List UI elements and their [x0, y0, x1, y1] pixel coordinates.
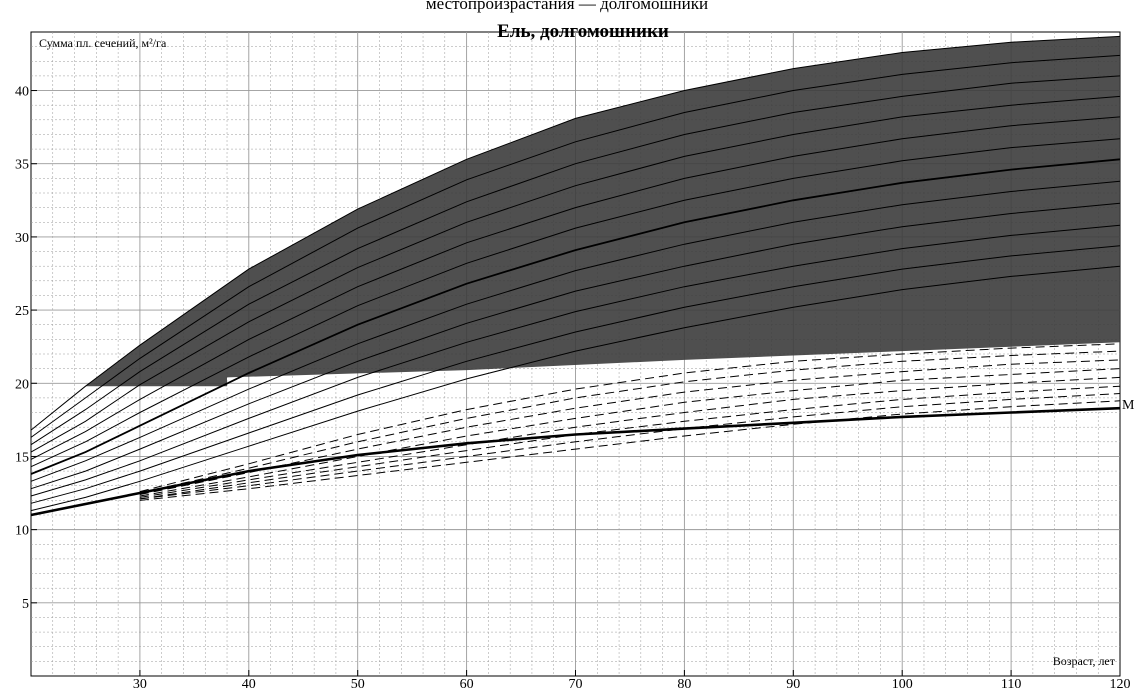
x-tick-label: 120 — [1110, 677, 1131, 690]
x-tick-label: 100 — [892, 677, 913, 690]
solid-curve-6 — [30, 138, 1121, 468]
solid-curve-9 — [30, 202, 1121, 490]
y-tick-label: 35 — [15, 158, 29, 173]
solid-curve-4 — [30, 95, 1121, 453]
dashed-curves — [139, 343, 1121, 501]
solid-curve-1 — [30, 35, 1121, 431]
cut-caption: местопроизрастания — долгомошники — [426, 0, 708, 13]
ticks: 30 40 50 60 70 80 90 100 110 120 5 10 15 20 25 30 35 40 — [15, 85, 1131, 690]
y-tick-label: 10 — [15, 524, 29, 539]
x-tick-label: 50 — [351, 677, 365, 690]
solid-curve-7 — [30, 158, 1121, 475]
solid-curve-5 — [30, 116, 1121, 460]
solid-curve-10 — [30, 224, 1121, 497]
dashed-curve-6 — [139, 385, 1121, 500]
x-axis-label: Возраст, лет — [1053, 654, 1116, 668]
x-tick-label: 40 — [242, 677, 256, 690]
chart-title: Ель, долгомошники — [497, 21, 669, 42]
x-tick-label: 70 — [569, 677, 583, 690]
y-tick-label: 15 — [15, 450, 29, 465]
y-tick-label: 20 — [15, 377, 29, 392]
dashed-curve-2 — [139, 350, 1121, 494]
mean-curve — [30, 406, 1121, 517]
solid-curves — [30, 35, 1121, 512]
x-tick-label: 30 — [133, 677, 147, 690]
y-tick-label: 30 — [15, 231, 29, 246]
solid-curve-11 — [30, 245, 1121, 504]
series-label-m: M — [1122, 398, 1135, 413]
y-tick-label: 25 — [15, 304, 29, 319]
x-tick-label: 90 — [786, 677, 800, 690]
y-tick-label: 40 — [15, 85, 29, 100]
y-axis-label: Сумма пл. сечений, м²/га — [39, 36, 167, 50]
dashed-curve-5 — [139, 376, 1121, 498]
dashed-curve-3 — [139, 359, 1121, 495]
x-tick-label: 80 — [677, 677, 691, 690]
solid-curve-8 — [30, 180, 1121, 482]
dashed-curve-1 — [139, 343, 1121, 493]
mean-curve-line — [30, 406, 1121, 517]
dashed-curve-8 — [139, 400, 1121, 501]
solid-curve-12 — [30, 265, 1121, 512]
y-tick-label: 5 — [22, 597, 29, 612]
x-tick-label: 60 — [460, 677, 474, 690]
solid-curve-2 — [30, 54, 1121, 438]
x-tick-label: 110 — [1001, 677, 1021, 690]
dashed-curve-7 — [139, 393, 1121, 500]
dashed-curve-4 — [139, 368, 1121, 497]
solid-curve-3 — [30, 75, 1121, 446]
